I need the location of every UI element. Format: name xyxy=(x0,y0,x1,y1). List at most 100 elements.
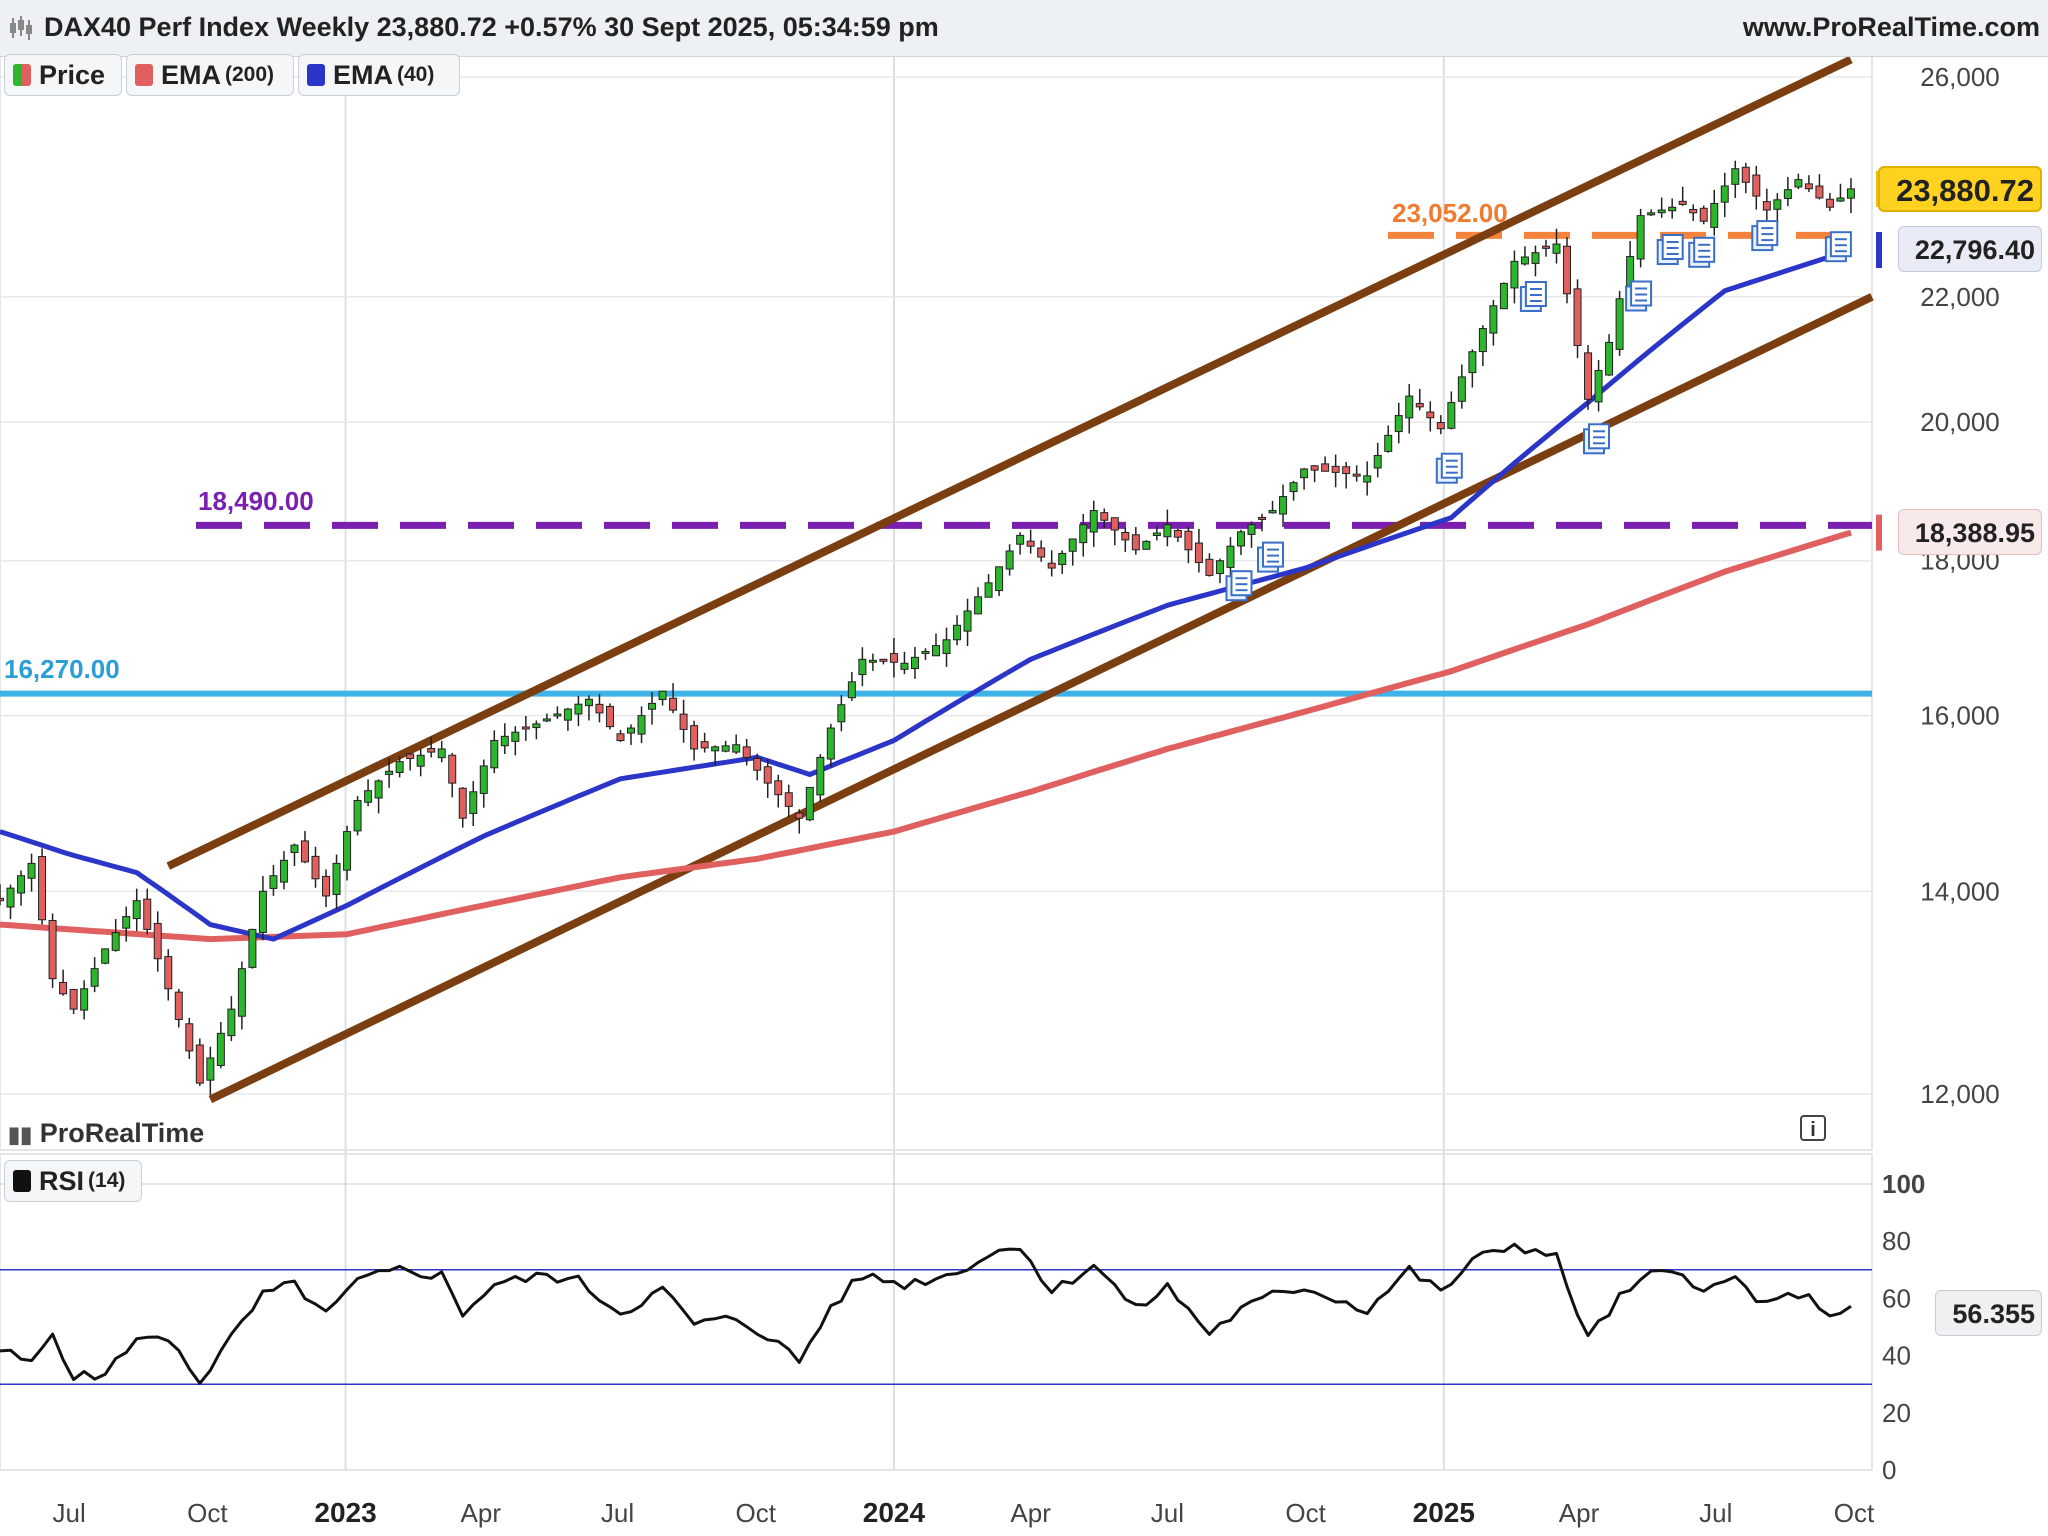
candle-up xyxy=(1289,482,1298,493)
price-axis-tick-label: 12,000 xyxy=(1920,1079,2000,1109)
legend-ema200-label: EMA xyxy=(161,59,221,90)
candle-down xyxy=(742,746,751,758)
candlestick-icon xyxy=(10,16,32,40)
news-document-icon xyxy=(1625,280,1653,312)
legend-price[interactable]: Price xyxy=(4,54,122,96)
candle-down xyxy=(1436,422,1445,430)
candle-down xyxy=(1121,532,1130,541)
rsi-axis-tick-label: 100 xyxy=(1882,1169,1925,1199)
candle-up xyxy=(584,698,593,707)
candle-up xyxy=(1605,341,1614,376)
candle-down xyxy=(1352,473,1361,477)
legend-ema200[interactable]: EMA (200) xyxy=(126,54,294,96)
time-axis-tick-label: Apr xyxy=(461,1498,502,1528)
candle-up xyxy=(1531,252,1540,264)
candle-up xyxy=(532,723,541,729)
rsi-swatch-icon xyxy=(13,1170,31,1192)
candle-down xyxy=(458,787,467,819)
candle-up xyxy=(1384,434,1393,452)
candle-up xyxy=(1215,560,1224,575)
legend-ema200-period: (200) xyxy=(225,63,275,86)
legend-rsi[interactable]: RSI (14) xyxy=(4,1160,142,1202)
candle-down xyxy=(48,919,57,980)
last-price-label: 23,880.72 xyxy=(1878,166,2042,212)
candle-down xyxy=(185,1023,194,1052)
candle-up xyxy=(921,650,930,654)
prorealtime-logo: ▮▮ ProRealTime xyxy=(8,1118,204,1149)
candle-up xyxy=(258,890,267,933)
candle-up xyxy=(1478,328,1487,353)
news-document-icon xyxy=(1656,234,1684,265)
price-label-marker xyxy=(1876,514,1882,551)
candle-up xyxy=(816,756,825,796)
candle-down xyxy=(1426,411,1435,419)
brand-url[interactable]: www.ProRealTime.com xyxy=(1742,12,2040,42)
candle-up xyxy=(80,988,89,1011)
candle-up xyxy=(637,715,646,735)
candle-down xyxy=(153,922,162,960)
candle-up xyxy=(1373,454,1382,469)
candle-up xyxy=(1773,199,1782,210)
candle-down xyxy=(1194,542,1203,564)
candle-up xyxy=(132,900,141,920)
candle-down xyxy=(1752,174,1761,197)
time-axis-tick-label: 2024 xyxy=(863,1497,926,1528)
candle-up xyxy=(1394,415,1403,433)
candle-up xyxy=(953,624,962,641)
candle-down xyxy=(1573,288,1582,346)
level-23052-label: 23,052.00 xyxy=(1392,198,1508,228)
rsi-axis-tick-label: 80 xyxy=(1882,1226,1911,1256)
candle-down xyxy=(38,856,47,921)
candle-up xyxy=(101,948,110,964)
candle-up xyxy=(542,718,551,722)
candle-down xyxy=(700,741,709,749)
legend-price-label: Price xyxy=(39,59,106,90)
candle-down xyxy=(616,733,625,742)
legend-ema40[interactable]: EMA (40) xyxy=(298,54,460,96)
candle-down xyxy=(59,981,68,995)
candle-up xyxy=(290,844,299,853)
rsi-line xyxy=(0,1242,1852,1385)
candle-down xyxy=(1741,166,1750,183)
time-axis-tick-label: Apr xyxy=(1559,1498,1600,1528)
news-document-icon xyxy=(1257,541,1284,573)
legend-ema40-label: EMA xyxy=(333,59,393,90)
candle-up xyxy=(1279,496,1288,515)
candle-up xyxy=(1720,185,1729,203)
candle-down xyxy=(1342,466,1351,475)
news-document-icon xyxy=(1225,570,1253,602)
candle-up xyxy=(1163,524,1172,538)
price-axis-tick-label: 26,000 xyxy=(1920,62,2000,92)
news-document-icon xyxy=(1824,231,1852,263)
candle-up xyxy=(353,800,362,832)
candle-up xyxy=(1594,370,1603,403)
rsi-axis-tick-label: 0 xyxy=(1882,1455,1896,1485)
candle-up xyxy=(963,610,972,632)
candle-down xyxy=(1110,517,1119,531)
candle-up xyxy=(826,727,835,760)
candle-down xyxy=(889,653,898,663)
candle-up xyxy=(343,831,352,871)
candle-down xyxy=(753,757,762,771)
ema40-value-label: 22,796.40 xyxy=(1897,226,2042,272)
candle-up xyxy=(868,659,877,663)
candle-up xyxy=(1089,510,1098,533)
ema200-value-label: 18,388.95 xyxy=(1897,509,2042,555)
candle-down xyxy=(1100,512,1109,521)
candle-up xyxy=(910,656,919,669)
time-axis-tick-label: Jul xyxy=(601,1498,634,1528)
candle-up xyxy=(1058,552,1067,566)
candle-down xyxy=(784,792,793,807)
candle-up xyxy=(858,658,867,676)
news-document-icon xyxy=(1583,423,1610,455)
info-icon[interactable]: i xyxy=(1800,1115,1826,1141)
candle-down xyxy=(595,703,604,714)
candle-up xyxy=(984,582,993,598)
candle-down xyxy=(427,748,436,753)
document-page-front xyxy=(1693,236,1716,263)
candle-up xyxy=(111,932,120,951)
candle-up xyxy=(437,748,446,759)
channel-lower-line xyxy=(208,293,1874,1104)
candle-up xyxy=(721,745,730,752)
